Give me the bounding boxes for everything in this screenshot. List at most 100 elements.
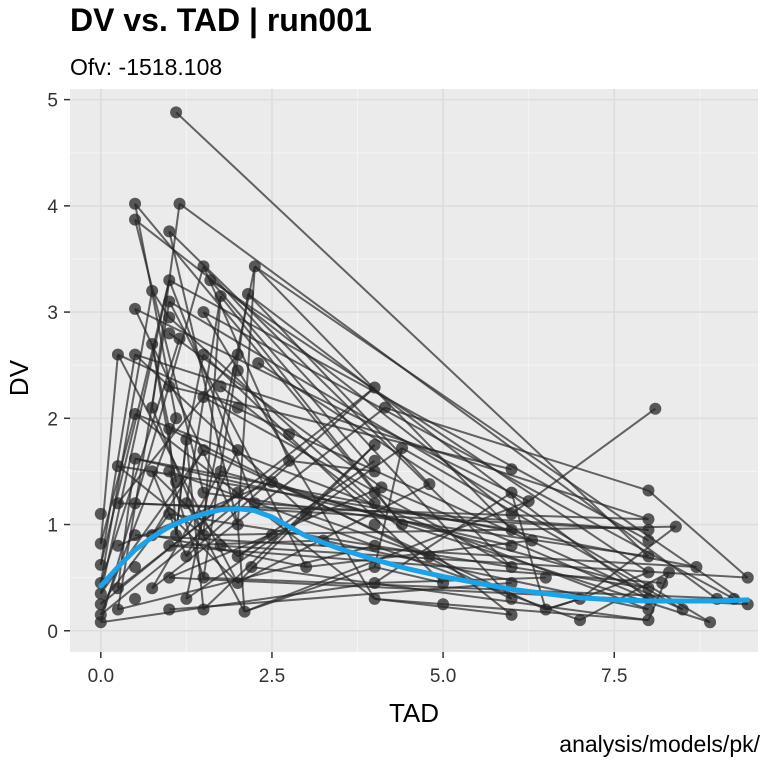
data-point (163, 539, 176, 552)
data-point (163, 274, 176, 287)
data-point (170, 412, 183, 425)
profile-line (178, 202, 718, 600)
data-point (368, 497, 381, 510)
data-point (197, 306, 210, 319)
profile-line (117, 353, 239, 504)
profile-line (257, 362, 533, 542)
data-point (180, 592, 193, 605)
data-point (642, 582, 655, 595)
profile-line (219, 385, 513, 616)
data-point (423, 550, 436, 563)
data-point (265, 529, 278, 542)
data-point (663, 566, 676, 579)
data-point (368, 561, 381, 574)
profile-line (647, 489, 749, 579)
profile-line (209, 279, 376, 473)
data-point (505, 507, 518, 520)
data-point (94, 598, 107, 611)
data-point (129, 497, 142, 510)
profile-line (288, 459, 375, 473)
data-point (170, 529, 183, 542)
x-tick-label: 0.0 (88, 666, 114, 687)
data-point (94, 587, 107, 600)
data-point (231, 364, 244, 377)
data-point (146, 401, 159, 414)
profile-line (305, 512, 430, 558)
data-point (248, 260, 261, 273)
data-point (690, 561, 703, 574)
data-point (368, 518, 381, 531)
data-point (163, 295, 176, 308)
data-point (231, 348, 244, 361)
data-point (368, 438, 381, 451)
data-point (146, 465, 159, 478)
x-axis-title: TAD (389, 698, 439, 728)
chart-title: DV vs. TAD | run001 (70, 2, 372, 38)
data-point (163, 571, 176, 584)
y-tick-label: 2 (47, 409, 58, 430)
profile-line (579, 525, 677, 600)
data-point (396, 442, 409, 455)
data-point (238, 605, 251, 618)
data-point (505, 608, 518, 621)
data-point (197, 391, 210, 404)
y-tick-label: 1 (47, 516, 58, 537)
profile-line (168, 279, 649, 542)
data-point (129, 408, 142, 421)
data-point (170, 106, 183, 119)
profile-line (237, 483, 430, 584)
data-point (505, 561, 518, 574)
data-point (283, 428, 296, 441)
data-point (163, 380, 176, 393)
profile-line (209, 279, 650, 574)
data-point (146, 337, 159, 350)
profile-line (579, 571, 670, 622)
y-tick-label: 0 (47, 622, 58, 643)
data-point (163, 507, 176, 520)
data-point (111, 603, 124, 616)
data-point (163, 603, 176, 616)
data-point (375, 481, 388, 494)
data-point (214, 539, 227, 552)
data-point (642, 603, 655, 616)
profile-line (134, 219, 205, 493)
data-point (505, 592, 518, 605)
data-point (163, 465, 176, 478)
data-point (197, 348, 210, 361)
data-point (241, 288, 254, 301)
data-point (676, 603, 689, 616)
smooth-curve (98, 506, 751, 604)
data-point (248, 497, 261, 510)
profile-line (236, 524, 246, 612)
data-point (94, 616, 107, 629)
x-tick-label: 2.5 (259, 666, 285, 687)
profile-line (247, 293, 650, 600)
data-point (94, 537, 107, 550)
profile-line (175, 439, 188, 536)
y-tick-label: 4 (47, 197, 58, 218)
data-point (163, 225, 176, 238)
x-tick-label: 7.5 (601, 666, 627, 687)
data-point (252, 357, 265, 370)
data-point (368, 576, 381, 589)
data-point (180, 433, 193, 446)
data-point (574, 614, 587, 627)
data-point (642, 484, 655, 497)
data-point (505, 463, 518, 476)
data-point (642, 534, 655, 547)
chart-caption: analysis/models/pk/ (559, 731, 760, 757)
profile-line (203, 311, 735, 600)
x-tick-label: 5.0 (430, 666, 456, 687)
data-point (539, 571, 552, 584)
profile-line (401, 447, 684, 611)
data-point (214, 380, 227, 393)
data-point (642, 513, 655, 526)
profile-line (169, 544, 663, 584)
profile-line (185, 502, 246, 613)
data-point (129, 213, 142, 226)
data-point (642, 523, 655, 536)
data-point (146, 582, 159, 595)
profile-line (202, 353, 444, 584)
data-point (526, 534, 539, 547)
